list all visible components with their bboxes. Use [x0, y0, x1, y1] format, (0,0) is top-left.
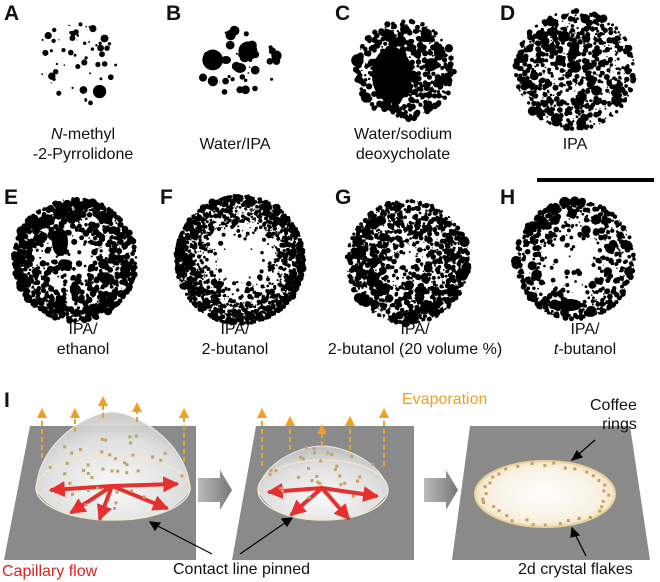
dish-b	[198, 25, 282, 95]
transition-arrow-1	[198, 470, 232, 510]
capillary-flow-label: Capillary flow	[2, 563, 98, 580]
flakes-label: 2d crystal flakes	[518, 561, 633, 578]
evaporation-label: Evaporation	[402, 391, 488, 408]
panel-letter-c: C	[335, 2, 351, 25]
contact-line-label: Contact line pinned	[173, 561, 310, 578]
annotation-leaders	[148, 439, 596, 557]
dish-e-clump	[52, 228, 68, 256]
dish-h	[511, 196, 636, 322]
droplet-2-contact-line	[257, 459, 389, 521]
caption-d: IPA	[562, 136, 588, 153]
panel-letter-d: D	[500, 2, 516, 25]
panel-letter-f: F	[160, 186, 173, 209]
dish-g	[344, 199, 472, 328]
panel-letter-i: I	[4, 389, 10, 412]
dish-b-clump-1	[234, 63, 246, 73]
dish-f	[173, 193, 307, 326]
droplet-1-contact-line	[35, 455, 191, 521]
caption-f: IPA/ 2-butanol	[201, 321, 269, 358]
evaporation-arrows	[37, 396, 389, 466]
panel-letter-b: B	[166, 2, 182, 25]
caption-g: IPA/ 2-butanol (20 volume %)	[327, 321, 503, 358]
crystal-flakes	[48, 434, 611, 527]
caption-h: IPA/ t-butanol	[553, 321, 617, 358]
dish-a	[41, 22, 118, 106]
scale-bar	[537, 178, 654, 182]
caption-b: Water/IPA	[199, 136, 271, 153]
dish-b-clump-2	[221, 56, 231, 64]
dish-h-clump	[558, 299, 582, 311]
dish-d	[512, 8, 637, 131]
panel-letter-h: H	[500, 186, 516, 209]
caption-e: IPA/ ethanol	[56, 321, 110, 358]
coffee-rings-label: Coffee rings	[590, 397, 637, 433]
transition-arrow-2	[424, 470, 458, 510]
panel-letter-e: E	[4, 186, 19, 209]
caption-c: Water/sodium deoxycholate	[353, 126, 453, 163]
panel-letter-a: A	[4, 2, 20, 25]
panel-letter-g: G	[335, 186, 352, 209]
dish-c-smear	[372, 47, 412, 103]
caption-a: N-methyl -2-Pyrrolidone	[32, 126, 134, 163]
coffee-ring	[474, 460, 616, 528]
dish-e	[10, 196, 138, 324]
capillary-flow-arrows	[48, 476, 380, 521]
droplet-residue-images	[10, 8, 637, 328]
